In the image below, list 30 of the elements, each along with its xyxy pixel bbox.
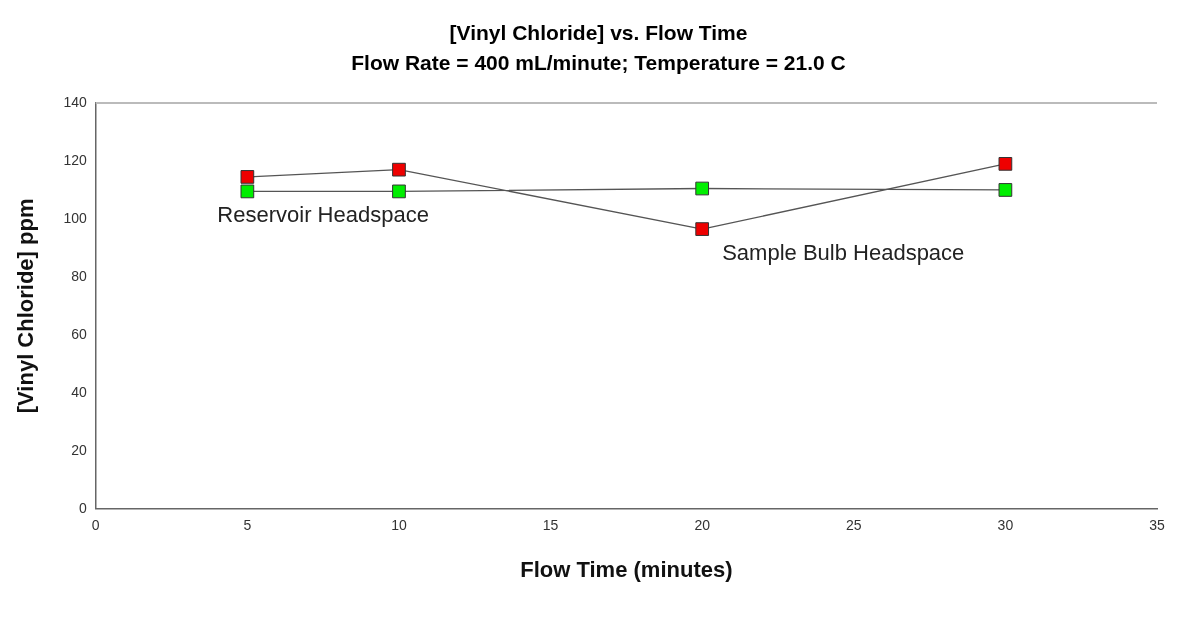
point xyxy=(998,157,1013,171)
y-tick-label: 40 xyxy=(71,383,87,400)
y-axis-title: [Vinyl Chloride] ppm xyxy=(13,198,39,414)
series-label: Sample Bulb Headspace xyxy=(722,240,965,266)
x-tick-label: 10 xyxy=(391,517,407,534)
series-label: Reservoir Headspace xyxy=(217,202,429,228)
point xyxy=(240,170,255,184)
chart-subtitle: Flow Rate = 400 mL/minute; Temperature = 21.0 C xyxy=(350,50,847,76)
y-tick-label: 100 xyxy=(63,209,87,226)
y-tick-label: 20 xyxy=(71,441,87,458)
x-tick-label: 30 xyxy=(997,517,1014,534)
x-tick-label: 35 xyxy=(1149,517,1165,534)
point xyxy=(392,162,406,177)
y-tick-label: 60 xyxy=(71,325,87,342)
y-tick-label: 120 xyxy=(63,151,87,168)
x-tick-label: 25 xyxy=(846,517,862,534)
y-tick-label: 0 xyxy=(78,499,87,516)
x-tick-label: 0 xyxy=(91,517,100,534)
y-tick-label: 140 xyxy=(63,93,87,110)
x-tick-label: 5 xyxy=(243,517,252,534)
x-tick-label: 20 xyxy=(694,517,711,534)
y-tick-label: 80 xyxy=(71,267,87,284)
point xyxy=(695,222,710,236)
x-tick-label: 15 xyxy=(542,517,559,534)
point xyxy=(998,183,1013,197)
point xyxy=(695,181,710,196)
x-axis-title: Flow Time (minutes) xyxy=(520,556,733,582)
point xyxy=(240,184,255,199)
chart-title: [Vinyl Chloride] vs. Flow Time xyxy=(448,20,749,46)
point xyxy=(392,184,406,199)
